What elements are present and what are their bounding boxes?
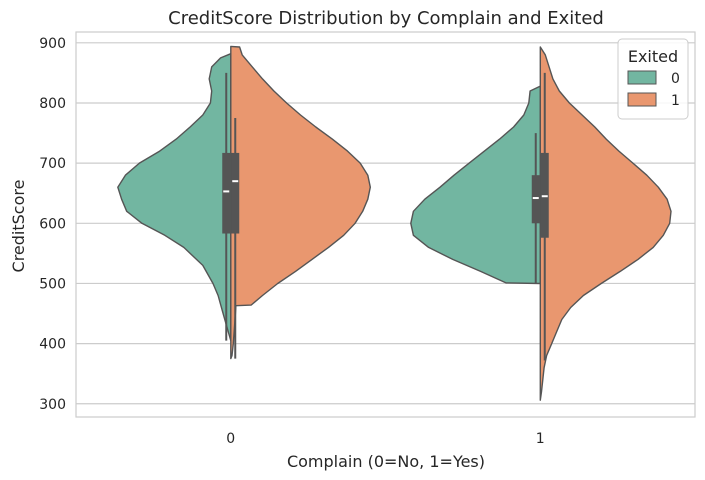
iqr-box-exited-1-complain-0 [231, 152, 240, 234]
legend-title: Exited [628, 47, 678, 66]
x-tick-0: 0 [226, 431, 235, 447]
y-tick-labels: 300 400 500 600 700 800 900 [39, 36, 66, 413]
iqr-box-exited-0-complain-0 [222, 152, 231, 234]
y-tick-400: 400 [39, 337, 66, 353]
violin-exited-1-complain-1 [539, 46, 672, 401]
y-tick-900: 900 [39, 36, 66, 52]
violin-exited-1-complain-0 [230, 45, 371, 360]
plot-frame [75, 31, 696, 418]
chart-title: CreditScore Distribution by Complain and… [168, 8, 604, 29]
legend-swatch-1 [627, 92, 657, 107]
x-axis-label: Complain (0=No, 1=Yes) [287, 452, 485, 471]
y-tick-800: 800 [39, 96, 66, 112]
legend-label-0: 0 [671, 71, 680, 87]
y-tick-600: 600 [39, 216, 66, 232]
y-tick-500: 500 [39, 276, 66, 292]
y-axis-label: CreditScore [9, 180, 28, 273]
legend-label-1: 1 [671, 93, 680, 109]
violins [117, 45, 672, 401]
y-tick-300: 300 [39, 397, 66, 413]
violin-exited-0-complain-0 [117, 53, 232, 342]
iqr-box-exited-0-complain-1 [531, 175, 540, 224]
y-tick-700: 700 [39, 156, 66, 172]
x-tick-1: 1 [536, 431, 545, 447]
legend-swatch-0 [627, 70, 657, 85]
legend: Exited 0 1 [617, 38, 689, 120]
violin-exited-0-complain-1 [410, 85, 541, 285]
